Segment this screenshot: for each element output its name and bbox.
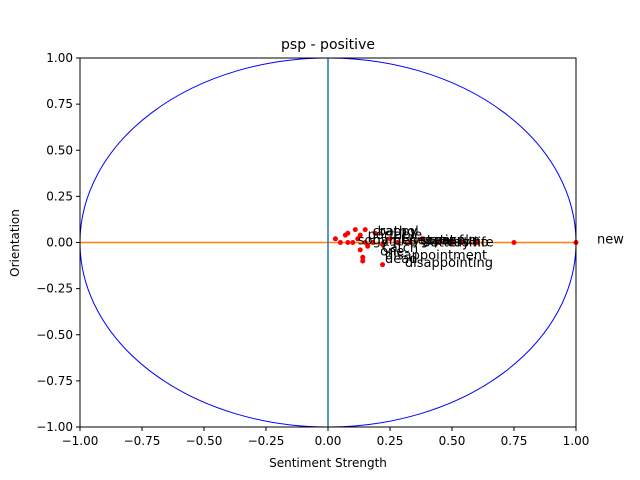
data-point [449,240,455,245]
x-tick-label: −0.50 [186,434,223,448]
data-point [419,236,425,242]
x-tick-label: −1.00 [62,434,99,448]
word-annotation: sony playstation [358,234,465,249]
data-point [352,227,358,233]
word-annotation: portable [368,228,422,243]
x-tick-label: 0.00 [315,434,342,448]
y-tick-label: 0.50 [46,143,73,157]
y-tick-label: −0.50 [36,328,73,342]
word-annotation: crappy [373,224,418,239]
word-annotation: console [427,234,477,249]
data-point [342,232,348,238]
x-tick-label: −0.25 [248,434,285,448]
data-point [372,230,378,236]
y-tick-label: −0.25 [36,282,73,296]
data-point [370,240,376,245]
data-point [380,241,386,247]
data-point [365,243,371,249]
word-annotation: disappointing [405,256,493,271]
data-point [345,240,351,245]
x-axis-label: Sentiment Strength [269,456,387,470]
data-point [459,240,465,245]
word-annotation: disappointment [385,248,487,263]
x-tick-label: 0.50 [439,434,466,448]
data-point [380,262,386,268]
data-point [407,240,413,245]
data-point [362,240,368,245]
word-annotation: bathol [378,224,419,239]
word-annotation: one [380,245,404,260]
data-point [387,236,393,242]
data-point [332,236,338,242]
data-point [355,236,361,242]
word-annotation: dead [385,252,417,267]
data-point [357,232,363,238]
word-annotation: games great fun [373,234,480,249]
data-point [360,254,366,260]
chart-title: psp - positive [281,37,375,53]
data-point [394,240,400,245]
x-tick-label: 0.75 [501,434,528,448]
y-tick-label: 1.00 [46,51,73,65]
data-point [360,258,366,264]
data-point [337,240,343,245]
y-tick-label: −0.75 [36,374,73,388]
y-tick-label: 0.75 [46,97,73,111]
word-annotation: casino [447,236,489,251]
data-point [474,240,480,245]
word-annotation: battery life [422,236,493,251]
data-point [437,240,443,245]
y-tick-label: −1.00 [36,420,73,434]
point-label: new [597,233,624,248]
word-annotation: cheaper [402,234,456,249]
x-tick-label: 0.25 [377,434,404,448]
y-tick-label: 0.25 [46,189,73,203]
y-tick-label: 0.00 [46,236,73,250]
data-point [362,227,368,233]
data-point [350,240,356,245]
y-axis-label: Orientation [8,209,22,277]
word-annotation: catch [383,241,419,256]
data-point [357,247,363,253]
data-point [511,240,517,245]
x-tick-label: 1.00 [563,434,590,448]
x-tick-label: −0.75 [124,434,161,448]
